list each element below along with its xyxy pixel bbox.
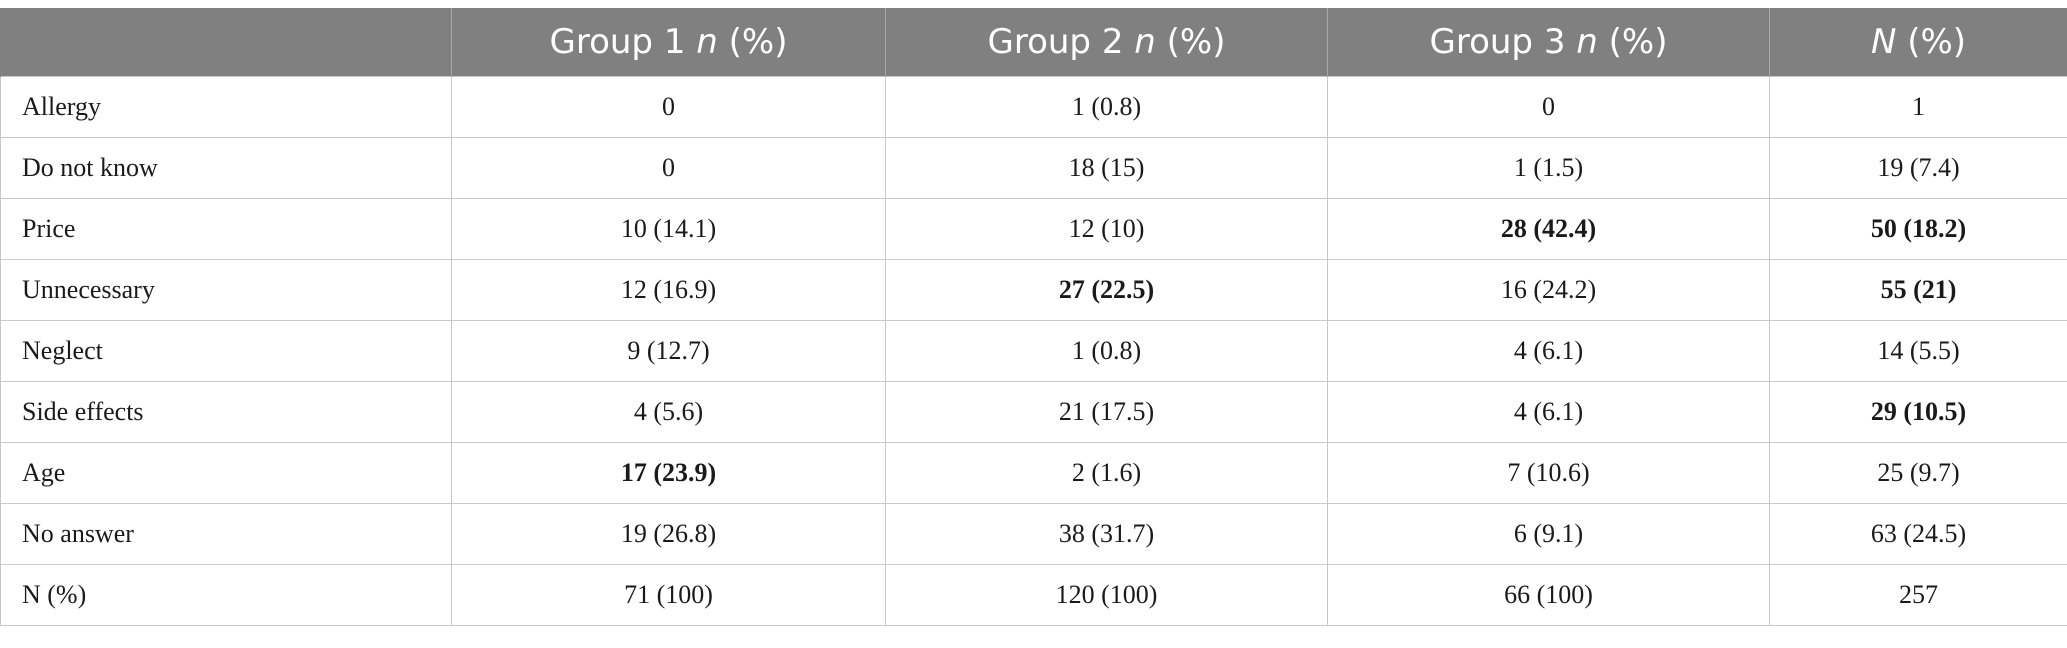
table-body: Allergy 0 1 (0.8) 0 1 Do not know 0 18 (15) 1 (1… bbox=[0, 76, 2067, 626]
table-row: Allergy 0 1 (0.8) 0 1 bbox=[0, 76, 2067, 138]
table-cell: 18 (15) bbox=[885, 137, 1328, 199]
row-label: Unnecessary bbox=[0, 259, 452, 321]
header-cell-total: N (%) bbox=[1769, 8, 2067, 77]
row-label: Do not know bbox=[0, 137, 452, 199]
table-cell: 120 (100) bbox=[885, 564, 1328, 626]
table-cell: 6 (9.1) bbox=[1327, 503, 1770, 565]
table-cell: 17 (23.9) bbox=[451, 442, 886, 504]
row-label: Side effects bbox=[0, 381, 452, 443]
table-row: Unnecessary 12 (16.9) 27 (22.5) 16 (24.2) 55… bbox=[0, 259, 2067, 321]
table-row: Price 10 (14.1) 12 (10) 28 (42.4) 50 (18.2) bbox=[0, 198, 2067, 260]
table-cell: 50 (18.2) bbox=[1769, 198, 2067, 260]
table-cell: 1 bbox=[1769, 76, 2067, 138]
table-row: N (%) 71 (100) 120 (100) 66 (100) 257 bbox=[0, 564, 2067, 626]
table-header: Group 1 n (%) Group 2 n (%) Group 3 n (%… bbox=[0, 8, 2067, 77]
table-cell: 25 (9.7) bbox=[1769, 442, 2067, 504]
header-cell-group-2: Group 2 n (%) bbox=[885, 8, 1328, 77]
table-row: Age 17 (23.9) 2 (1.6) 7 (10.6) 25 (9.7) bbox=[0, 442, 2067, 504]
header-cell-group-3: Group 3 n (%) bbox=[1327, 8, 1770, 77]
table-cell: 9 (12.7) bbox=[451, 320, 886, 382]
table-row: Neglect 9 (12.7) 1 (0.8) 4 (6.1) 14 (5.5) bbox=[0, 320, 2067, 382]
row-label: Neglect bbox=[0, 320, 452, 382]
table-cell: 4 (6.1) bbox=[1327, 381, 1770, 443]
header-row: Group 1 n (%) Group 2 n (%) Group 3 n (%… bbox=[0, 8, 2067, 77]
table-cell: 1 (0.8) bbox=[885, 76, 1328, 138]
data-table-container: Group 1 n (%) Group 2 n (%) Group 3 n (%… bbox=[0, 8, 2067, 626]
header-cell-empty bbox=[0, 8, 452, 77]
header-cell-group-1: Group 1 n (%) bbox=[451, 8, 886, 77]
table-cell: 4 (6.1) bbox=[1327, 320, 1770, 382]
table-row: Side effects 4 (5.6) 21 (17.5) 4 (6.1) 29 (1… bbox=[0, 381, 2067, 443]
table-cell: 12 (10) bbox=[885, 198, 1328, 260]
table-cell: 10 (14.1) bbox=[451, 198, 886, 260]
row-label: No answer bbox=[0, 503, 452, 565]
table-cell: 71 (100) bbox=[451, 564, 886, 626]
table-cell: 19 (7.4) bbox=[1769, 137, 2067, 199]
table-cell: 19 (26.8) bbox=[451, 503, 886, 565]
table-row: Do not know 0 18 (15) 1 (1.5) 19 (7.4) bbox=[0, 137, 2067, 199]
table-cell: 14 (5.5) bbox=[1769, 320, 2067, 382]
table-cell: 55 (21) bbox=[1769, 259, 2067, 321]
table-cell: 1 (1.5) bbox=[1327, 137, 1770, 199]
table-cell: 63 (24.5) bbox=[1769, 503, 2067, 565]
table-cell: 29 (10.5) bbox=[1769, 381, 2067, 443]
table-cell: 0 bbox=[451, 137, 886, 199]
table-cell: 257 bbox=[1769, 564, 2067, 626]
table-cell: 2 (1.6) bbox=[885, 442, 1328, 504]
row-label: Allergy bbox=[0, 76, 452, 138]
row-label: Age bbox=[0, 442, 452, 504]
table-cell: 66 (100) bbox=[1327, 564, 1770, 626]
table-cell: 38 (31.7) bbox=[885, 503, 1328, 565]
table-cell: 7 (10.6) bbox=[1327, 442, 1770, 504]
table-cell: 0 bbox=[1327, 76, 1770, 138]
row-label: Price bbox=[0, 198, 452, 260]
table-cell: 27 (22.5) bbox=[885, 259, 1328, 321]
table-cell: 1 (0.8) bbox=[885, 320, 1328, 382]
table-cell: 16 (24.2) bbox=[1327, 259, 1770, 321]
table-cell: 28 (42.4) bbox=[1327, 198, 1770, 260]
table-cell: 0 bbox=[451, 76, 886, 138]
table-row: No answer 19 (26.8) 38 (31.7) 6 (9.1) 63 (24… bbox=[0, 503, 2067, 565]
data-table: Group 1 n (%) Group 2 n (%) Group 3 n (%… bbox=[0, 8, 2067, 626]
table-cell: 4 (5.6) bbox=[451, 381, 886, 443]
table-cell: 21 (17.5) bbox=[885, 381, 1328, 443]
table-cell: 12 (16.9) bbox=[451, 259, 886, 321]
row-label: N (%) bbox=[0, 564, 452, 626]
